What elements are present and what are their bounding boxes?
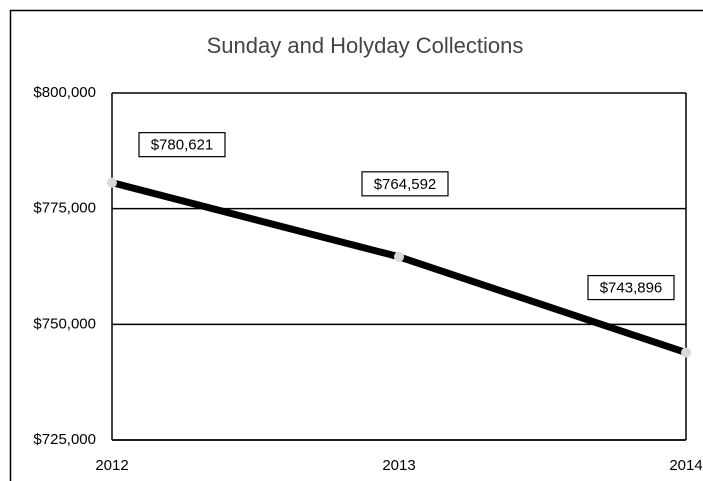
data-label: $743,896	[600, 280, 663, 297]
data-point	[681, 347, 691, 358]
y-tick-label: $775,000	[33, 200, 96, 217]
y-tick-label: $800,000	[33, 84, 96, 101]
y-tick-label: $725,000	[33, 431, 96, 448]
data-label-box	[587, 274, 675, 301]
data-label: $780,621	[151, 137, 214, 154]
chart-title: Sunday and Holyday Collections	[207, 33, 524, 58]
x-tick-label: 2013	[382, 457, 415, 474]
data-point	[107, 177, 117, 188]
data-label: $764,592	[374, 176, 437, 193]
x-tick-label: 2014	[669, 457, 702, 474]
data-label-box	[138, 132, 226, 158]
data-point	[394, 251, 404, 262]
y-tick-label: $750,000	[33, 315, 96, 332]
x-tick-label: 2012	[95, 457, 128, 474]
data-label-box	[361, 171, 449, 197]
